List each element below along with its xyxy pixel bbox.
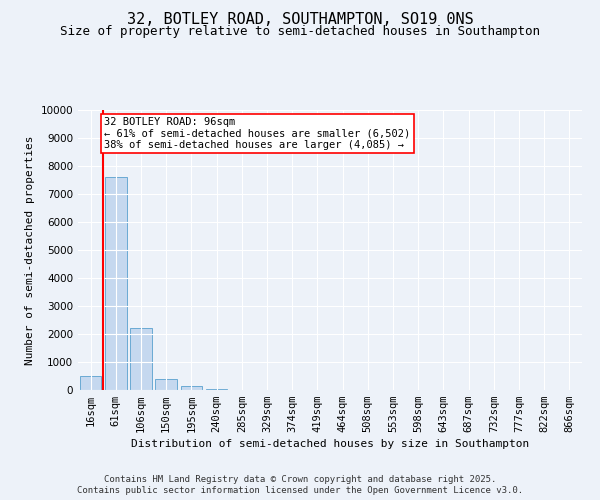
Text: 32, BOTLEY ROAD, SOUTHAMPTON, SO19 0NS: 32, BOTLEY ROAD, SOUTHAMPTON, SO19 0NS (127, 12, 473, 28)
Y-axis label: Number of semi-detached properties: Number of semi-detached properties (25, 135, 35, 365)
Bar (80, 376, 101, 390)
Text: Contains public sector information licensed under the Open Government Licence v3: Contains public sector information licen… (77, 486, 523, 495)
X-axis label: Distribution of semi-detached houses by size in Southampton: Distribution of semi-detached houses by … (131, 440, 529, 450)
Text: 32 BOTLEY ROAD: 96sqm
← 61% of semi-detached houses are smaller (6,502)
38% of s: 32 BOTLEY ROAD: 96sqm ← 61% of semi-deta… (104, 117, 411, 150)
Bar (155, 380, 177, 390)
Bar (130, 328, 152, 390)
Text: Size of property relative to semi-detached houses in Southampton: Size of property relative to semi-detach… (60, 25, 540, 38)
Bar (181, 386, 202, 390)
Text: Contains HM Land Registry data © Crown copyright and database right 2025.: Contains HM Land Registry data © Crown c… (104, 475, 496, 484)
Bar (105, 177, 127, 390)
Bar (206, 389, 227, 390)
